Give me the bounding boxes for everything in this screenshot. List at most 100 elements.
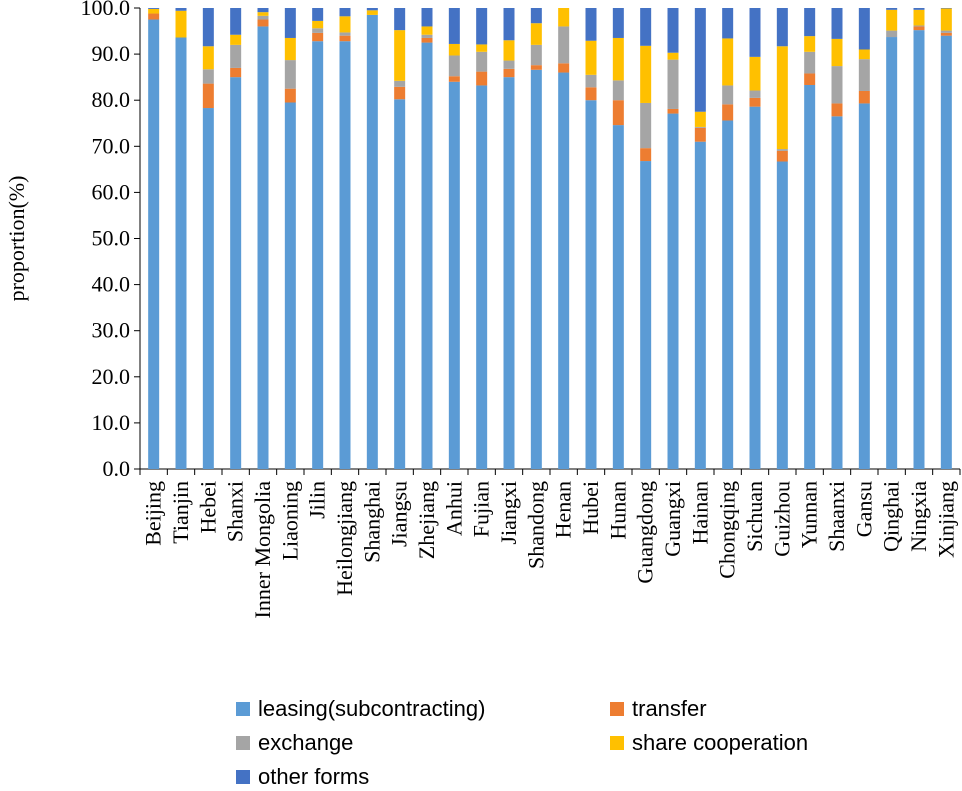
bar-segment-transfer (203, 84, 214, 108)
bars-group (148, 8, 952, 469)
legend-label-exchange: exchange (258, 730, 353, 756)
bar-segment-other-forms (777, 8, 788, 46)
bar-segment-other-forms (531, 8, 542, 23)
x-category-label: Liaoning (277, 481, 302, 560)
x-category-label: Guangdong (633, 481, 658, 584)
x-category-label: Guangxi (660, 481, 685, 557)
bar-segment-exchange (859, 59, 870, 91)
bar-segment-transfer (941, 33, 952, 36)
x-category-label: Xinjiang (933, 481, 958, 558)
bar-segment-leasing-subcontracting (176, 38, 187, 469)
legend-item-exchange: exchange (236, 729, 353, 757)
x-category-label: Heilongjiang (332, 481, 357, 596)
bar-segment-other-forms (340, 8, 351, 16)
bar-segment-exchange (504, 61, 515, 69)
x-category-label: Anhui (441, 481, 466, 536)
bar-segment-transfer (777, 151, 788, 162)
x-category-label: Jiangxi (496, 481, 521, 545)
legend-swatch-exchange (236, 736, 250, 750)
bar-segment-leasing-subcontracting (203, 108, 214, 469)
bar-segment-leasing-subcontracting (340, 41, 351, 469)
bar-segment-other-forms (804, 8, 815, 36)
bar-segment-share-cooperation (367, 10, 378, 15)
bar-segment-share-cooperation (176, 11, 187, 38)
bar-segment-transfer (613, 100, 624, 125)
bar-segment-other-forms (859, 8, 870, 49)
bar-segment-exchange (777, 149, 788, 151)
bar-segment-exchange (832, 66, 843, 103)
y-tick-label: 0.0 (103, 456, 131, 481)
bar-segment-transfer (914, 26, 925, 30)
bar-segment-other-forms (832, 8, 843, 39)
x-category-label: Hainan (687, 481, 712, 545)
x-category-label: Jilin (305, 481, 330, 519)
bar-segment-transfer (312, 33, 323, 41)
bar-segment-share-cooperation (613, 38, 624, 80)
legend-item-share-cooperation: share cooperation (610, 729, 808, 757)
y-tick-label: 50.0 (92, 226, 131, 251)
bar-segment-share-cooperation (750, 57, 761, 91)
bar-segment-leasing-subcontracting (886, 37, 897, 469)
y-tick-label: 70.0 (92, 133, 131, 158)
bar-segment-share-cooperation (640, 46, 651, 103)
bar-segment-leasing-subcontracting (422, 43, 433, 469)
bar-segment-transfer (449, 76, 460, 82)
legend-item-leasing: leasing(subcontracting) (236, 695, 485, 723)
bar-segment-leasing-subcontracting (258, 26, 269, 469)
bar-segment-other-forms (695, 8, 706, 112)
bar-segment-other-forms (230, 8, 241, 35)
y-tick-label: 90.0 (92, 41, 131, 66)
bar-segment-exchange (531, 45, 542, 65)
bar-segment-leasing-subcontracting (750, 107, 761, 469)
legend-item-transfer: transfer (610, 695, 707, 723)
bar-segment-transfer (859, 91, 870, 103)
y-axis-title: proportion(%) (4, 176, 29, 302)
bar-segment-transfer (285, 89, 296, 103)
x-category-label: Fujian (469, 481, 494, 537)
bar-segment-exchange (914, 26, 925, 27)
bar-segment-exchange (886, 31, 897, 37)
bar-segment-other-forms (914, 8, 925, 10)
bar-segment-exchange (285, 60, 296, 89)
legend-label-transfer: transfer (632, 696, 707, 722)
bar-segment-share-cooperation (476, 44, 487, 51)
bar-segment-leasing-subcontracting (367, 15, 378, 469)
bar-segment-share-cooperation (230, 35, 241, 45)
bar-segment-other-forms (148, 8, 159, 9)
bar-segment-leasing-subcontracting (230, 77, 241, 469)
bar-segment-exchange (449, 55, 460, 76)
bar-segment-share-cooperation (531, 23, 542, 45)
bar-segment-leasing-subcontracting (640, 161, 651, 469)
x-category-label: Qinghai (879, 481, 904, 552)
bar-segment-share-cooperation (258, 12, 269, 16)
bar-segment-share-cooperation (422, 26, 433, 34)
bar-segment-transfer (258, 20, 269, 27)
bar-segment-share-cooperation (340, 16, 351, 32)
bar-segment-other-forms (285, 8, 296, 38)
bar-segment-leasing-subcontracting (285, 103, 296, 469)
bar-segment-leasing-subcontracting (914, 30, 925, 469)
bar-segment-share-cooperation (148, 9, 159, 14)
x-category-label: Yunnan (797, 481, 822, 548)
bar-segment-transfer (832, 103, 843, 116)
x-category-label: Zhejiang (414, 481, 439, 559)
bar-segment-exchange (558, 26, 569, 63)
bar-segment-leasing-subcontracting (531, 70, 542, 469)
bar-segment-exchange (340, 32, 351, 35)
legend-swatch-leasing (236, 702, 250, 716)
y-tick-label: 40.0 (92, 272, 131, 297)
bar-segment-exchange (640, 103, 651, 148)
bar-segment-transfer (586, 87, 597, 100)
bar-segment-leasing-subcontracting (586, 100, 597, 469)
bar-segment-transfer (804, 73, 815, 85)
bar-segment-share-cooperation (941, 8, 952, 30)
bar-segment-leasing-subcontracting (777, 162, 788, 469)
x-category-label: Inner Mongolia (250, 481, 275, 619)
legend-swatch-transfer (610, 702, 624, 716)
bar-segment-other-forms (422, 8, 433, 26)
bar-segment-leasing-subcontracting (695, 142, 706, 469)
bar-segment-transfer (148, 14, 159, 20)
bar-segment-other-forms (722, 8, 733, 38)
bar-segment-leasing-subcontracting (476, 85, 487, 469)
y-tick-label: 80.0 (92, 87, 131, 112)
